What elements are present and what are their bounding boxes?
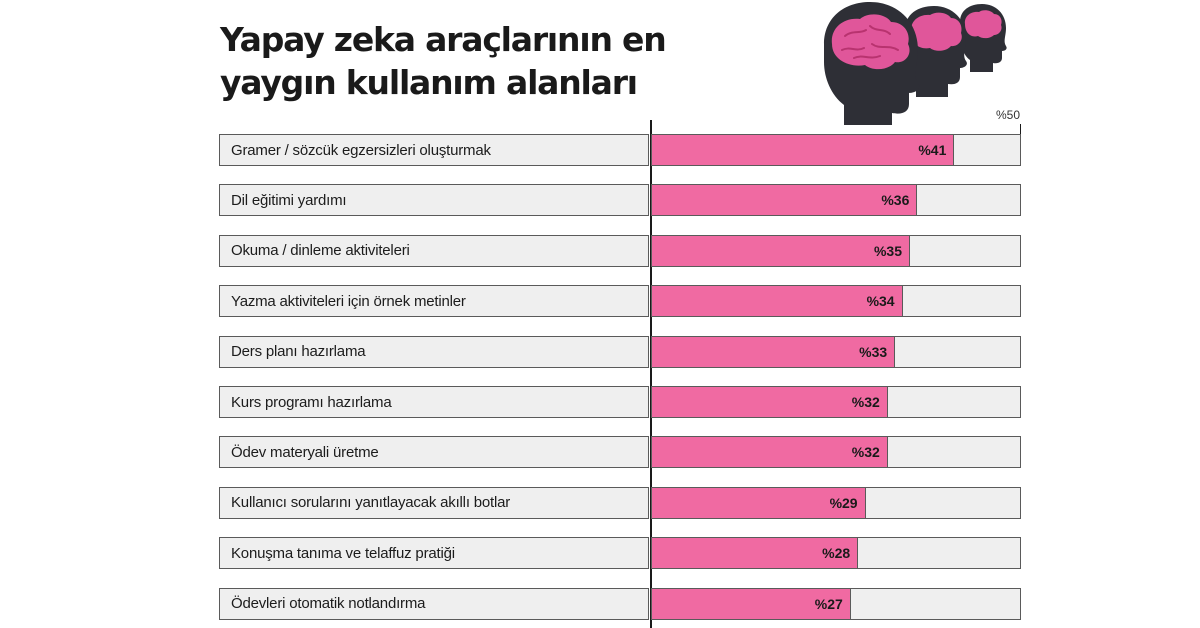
chart-title: Yapay zeka araçlarının en yaygın kullanı…	[220, 18, 740, 104]
small-head-icon	[960, 4, 1007, 72]
category-label: Kullanıcı sorularını yanıtlayacak akıllı…	[219, 486, 649, 519]
bar-row: Ödevleri otomatik notlandırma %27	[219, 587, 1021, 622]
medium-head-icon	[905, 6, 967, 97]
category-label: Konuşma tanıma ve telaffuz pratiği	[219, 537, 649, 570]
bar-row: Okuma / dinleme aktiviteleri %35	[219, 234, 1021, 269]
category-label: Yazma aktiviteleri için örnek metinler	[219, 285, 649, 318]
value-label: %27	[814, 595, 843, 612]
chart-title-line-2: yaygın kullanım alanları	[220, 63, 638, 102]
value-label: %41	[918, 142, 947, 158]
brain-heads-icon	[824, 2, 1007, 125]
category-label: Gramer / sözcük egzersizleri oluşturmak	[219, 134, 649, 166]
value-label: %32	[851, 394, 880, 410]
bar-row: Kurs programı hazırlama %32	[219, 386, 1021, 420]
bar	[651, 184, 918, 217]
bar	[651, 537, 859, 570]
axis-max-tick	[1020, 124, 1021, 142]
bar	[651, 436, 888, 469]
axis-max-label: %50	[996, 108, 1021, 122]
value-label: %29	[829, 494, 858, 511]
bar-row: Kullanıcı sorularını yanıtlayacak akıllı…	[219, 486, 1021, 521]
bar	[651, 486, 866, 519]
bar-row: Ödev materyali üretme %32	[219, 436, 1021, 470]
bar-row: Gramer / sözcük egzersizleri oluşturmak%…	[219, 134, 1021, 168]
category-label: Ödevleri otomatik notlandırma	[219, 587, 649, 620]
category-label: Ders planı hazırlama	[219, 335, 649, 368]
bar-row: Konuşma tanıma ve telaffuz pratiği %28	[219, 537, 1021, 571]
bar	[651, 386, 888, 418]
category-label: Kurs programı hazırlama	[219, 386, 649, 418]
category-label: Dil eğitimi yardımı	[219, 184, 649, 217]
value-label: %28	[822, 545, 851, 562]
bar-row: Yazma aktiviteleri için örnek metinler %3…	[219, 285, 1021, 319]
bar-row: Ders planı hazırlama %33	[219, 335, 1021, 370]
chart-title-line-1: Yapay zeka araçlarının en	[220, 20, 667, 59]
axis-zero-line	[650, 120, 652, 628]
bar-row: Dil eğitimi yardımı %36	[219, 184, 1021, 218]
value-label: %32	[851, 444, 880, 461]
bar	[651, 285, 903, 318]
category-label: Ödev materyali üretme	[219, 436, 649, 469]
value-label: %35	[873, 242, 902, 259]
value-label: %34	[866, 293, 895, 310]
value-label: %36	[881, 192, 910, 209]
value-label: %33	[859, 343, 888, 360]
bar	[651, 134, 955, 166]
large-head-icon	[824, 2, 920, 125]
bar	[651, 234, 910, 267]
category-label: Okuma / dinleme aktiviteleri	[219, 234, 649, 267]
bar	[651, 587, 851, 620]
bar	[651, 335, 896, 368]
